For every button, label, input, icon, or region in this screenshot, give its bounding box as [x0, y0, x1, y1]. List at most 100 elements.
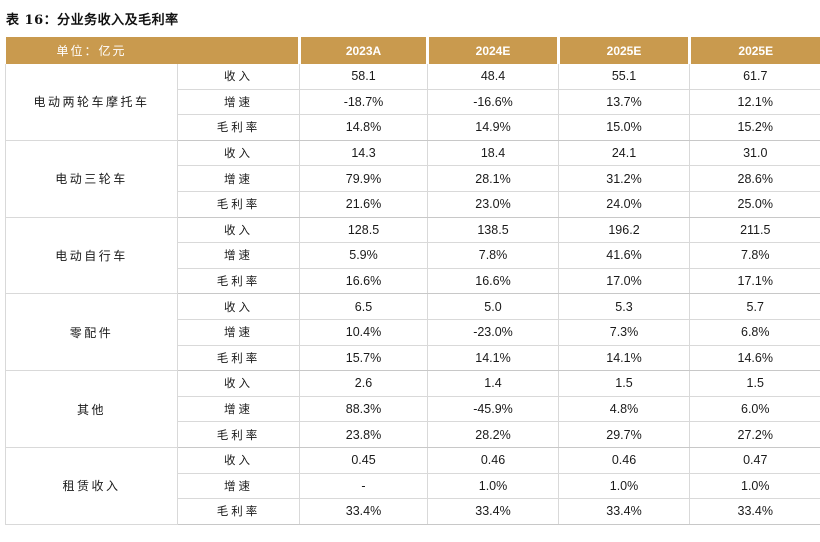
table-row: 零配件 收入 6.5 5.0 5.3 5.7 — [5, 293, 820, 372]
metric-label: 收入 — [177, 293, 300, 320]
value-cell: 10.4% — [299, 319, 428, 346]
value-cell: 1.0% — [558, 473, 690, 500]
table-body: 电动两轮车摩托车 收入 58.1 48.4 55.1 61.7 增速 -18.7% -16.6%… — [5, 64, 820, 525]
value-cell: 4.8% — [558, 396, 690, 423]
value-cell: 14.6% — [689, 345, 820, 372]
value-cell: 24.0% — [558, 191, 690, 218]
value-cell: 14.8% — [299, 114, 428, 141]
value-cell: -45.9% — [427, 396, 559, 423]
value-cell: 6.0% — [689, 396, 820, 423]
table-row: 毛利率 15.7% 14.1% 14.1% 14.6% — [6, 345, 820, 372]
table-row: 增速 5.9% 7.8% 41.6% 7.8% — [6, 242, 820, 269]
metric-label: 增速 — [177, 396, 300, 423]
value-cell: 1.0% — [427, 473, 559, 500]
value-cell: 31.0 — [689, 140, 820, 167]
value-cell: 28.6% — [689, 165, 820, 192]
value-cell: 58.1 — [299, 64, 428, 90]
table-title: 表 16：分业务收入及毛利率 — [6, 13, 179, 28]
value-cell: 17.1% — [689, 268, 820, 295]
value-cell: 14.1% — [427, 345, 559, 372]
year-header-1: 2023A — [299, 37, 429, 64]
metric-label: 收入 — [177, 217, 300, 244]
segment-name: 零配件 — [5, 293, 178, 372]
value-cell: 79.9% — [299, 165, 428, 192]
segment-name: 其他 — [5, 370, 178, 448]
value-cell: 28.2% — [427, 421, 559, 448]
header-row: 单位：亿元 2023A 2024E 2025E 2025E — [5, 37, 820, 64]
value-cell: 128.5 — [299, 217, 428, 244]
value-cell: 15.2% — [689, 114, 820, 141]
value-cell: 14.9% — [427, 114, 559, 141]
value-cell: 0.47 — [689, 447, 820, 474]
table-row: 毛利率 23.8% 28.2% 29.7% 27.2% — [6, 421, 820, 448]
value-cell: 211.5 — [689, 217, 820, 244]
table-row: 增速 -18.7% -16.6% 13.7% 12.1% — [6, 89, 820, 116]
value-cell: 0.45 — [299, 447, 428, 474]
value-cell: 88.3% — [299, 396, 428, 423]
table-row: 毛利率 14.8% 14.9% 15.0% 15.2% — [6, 114, 820, 141]
metric-label: 收入 — [177, 370, 300, 397]
value-cell: 196.2 — [558, 217, 690, 244]
segment-name: 电动三轮车 — [5, 140, 178, 218]
value-cell: 16.6% — [299, 268, 428, 295]
value-cell: 33.4% — [689, 498, 820, 525]
value-cell: 15.7% — [299, 345, 428, 372]
header-blank-cell — [177, 37, 301, 64]
metric-label: 增速 — [177, 319, 300, 346]
metric-label: 毛利率 — [177, 421, 300, 448]
segment-name: 电动两轮车摩托车 — [5, 64, 178, 141]
value-cell: 7.3% — [558, 319, 690, 346]
value-cell: 61.7 — [689, 64, 820, 90]
table-row: 电动两轮车摩托车 收入 58.1 48.4 55.1 61.7 — [5, 64, 820, 141]
value-cell: 33.4% — [558, 498, 690, 525]
metric-label: 增速 — [177, 242, 300, 269]
value-cell: 5.0 — [427, 293, 559, 320]
metric-label: 收入 — [177, 140, 300, 167]
value-cell: 21.6% — [299, 191, 428, 218]
value-cell: 13.7% — [558, 89, 690, 116]
value-cell: 2.6 — [299, 370, 428, 397]
value-cell: 27.2% — [689, 421, 820, 448]
segment-name: 租赁收入 — [5, 447, 178, 525]
value-cell: 1.4 — [427, 370, 559, 397]
metric-label: 毛利率 — [177, 114, 300, 141]
value-cell: 7.8% — [427, 242, 559, 269]
table-row: 其他 收入 2.6 1.4 1.5 1.5 — [5, 370, 820, 448]
value-cell: 14.3 — [299, 140, 428, 167]
metric-label: 收入 — [177, 64, 300, 90]
value-cell: 1.0% — [689, 473, 820, 500]
value-cell: 7.8% — [689, 242, 820, 269]
value-cell: 6.5 — [299, 293, 428, 320]
year-header-2: 2024E — [427, 37, 560, 64]
value-cell: 5.9% — [299, 242, 428, 269]
value-cell: 24.1 — [558, 140, 690, 167]
value-cell: 5.7 — [689, 293, 820, 320]
value-cell: 55.1 — [558, 64, 690, 90]
table-row: 增速 10.4% -23.0% 7.3% 6.8% — [6, 319, 820, 346]
revenue-margin-table: 单位：亿元 2023A 2024E 2025E 2025E 电动两轮车摩托车 收入… — [5, 37, 820, 525]
value-cell: 5.3 — [558, 293, 690, 320]
metric-label: 收入 — [177, 447, 300, 474]
value-cell: 23.0% — [427, 191, 559, 218]
metric-label: 增速 — [177, 473, 300, 500]
year-header-4: 2025E — [689, 37, 820, 64]
value-cell: 18.4 — [427, 140, 559, 167]
table-row: 租赁收入 收入 0.45 0.46 0.46 0.47 — [5, 447, 820, 525]
year-header-3: 2025E — [558, 37, 691, 64]
table-row: 毛利率 33.4% 33.4% 33.4% 33.4% — [6, 498, 820, 525]
value-cell: 48.4 — [427, 64, 559, 90]
value-cell: 138.5 — [427, 217, 559, 244]
value-cell: 25.0% — [689, 191, 820, 218]
value-cell: 1.5 — [689, 370, 820, 397]
value-cell: 28.1% — [427, 165, 559, 192]
table-row: 毛利率 21.6% 23.0% 24.0% 25.0% — [6, 191, 820, 218]
value-cell: - — [299, 473, 428, 500]
metric-label: 增速 — [177, 89, 300, 116]
value-cell: 16.6% — [427, 268, 559, 295]
metric-label: 毛利率 — [177, 268, 300, 295]
unit-label: 单位：亿元 — [5, 37, 178, 64]
value-cell: 14.1% — [558, 345, 690, 372]
value-cell: 6.8% — [689, 319, 820, 346]
table-row: 电动三轮车 收入 14.3 18.4 24.1 31.0 — [5, 140, 820, 218]
value-cell: 0.46 — [427, 447, 559, 474]
